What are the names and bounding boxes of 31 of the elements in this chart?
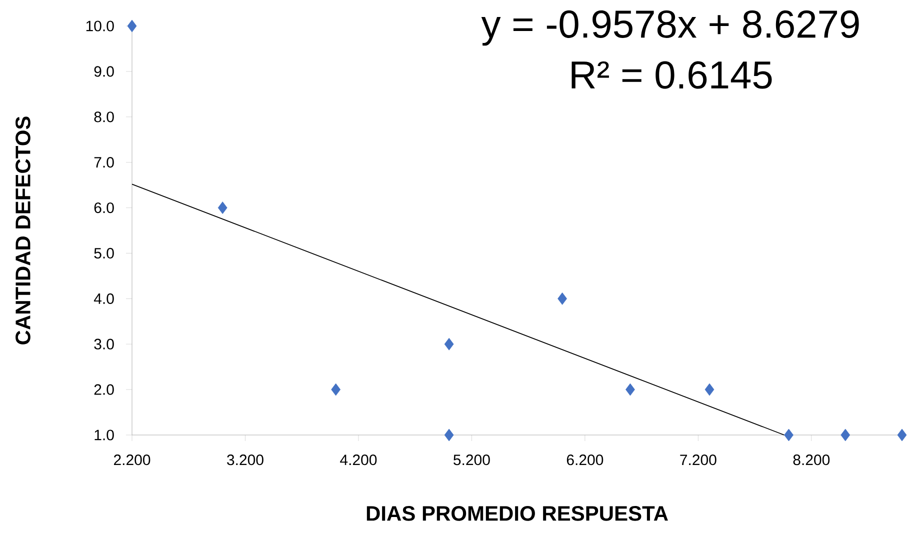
point [558, 292, 567, 305]
y-tick-label: 3.0 [94, 338, 114, 350]
point [626, 383, 635, 396]
annotation: y = -0.9578x + 8.6279 [481, 10, 859, 46]
point [784, 428, 794, 442]
point [218, 202, 228, 214]
point [840, 428, 850, 442]
y-tick-label: 9.0 [94, 66, 114, 77]
x-tick-label: 2.200 [114, 454, 150, 466]
y-tick-label: 10.0 [86, 20, 114, 32]
x-tick-label: 6.200 [566, 454, 604, 466]
y-tick-label: 7.0 [94, 157, 114, 168]
x-tick-label: 4.200 [340, 454, 377, 466]
x-tick-label: 5.200 [454, 454, 490, 466]
y-tick-label: 1.0 [94, 430, 114, 440]
point [444, 428, 454, 442]
x-tick-label: 3.200 [227, 454, 264, 466]
y-tick-label: 5.0 [94, 248, 114, 259]
x-axis-title: DIAS PROMEDIO RESPUESTA [366, 506, 668, 521]
y-tick-label: 2.0 [94, 384, 114, 395]
x-tick-label: 7.200 [680, 454, 716, 466]
x-tick-label: 8.200 [793, 454, 830, 466]
point [127, 20, 137, 32]
point [444, 338, 454, 350]
annotation: R² = 0.6145 [572, 61, 772, 89]
y-tick-label: 6.0 [94, 202, 114, 214]
y-axis-title: CANTIDAD DEFECTOS [16, 116, 30, 344]
point [704, 383, 714, 396]
point [331, 383, 341, 396]
y-tick-label: 8.0 [94, 112, 114, 122]
y-tick-label: 4.0 [94, 293, 114, 304]
